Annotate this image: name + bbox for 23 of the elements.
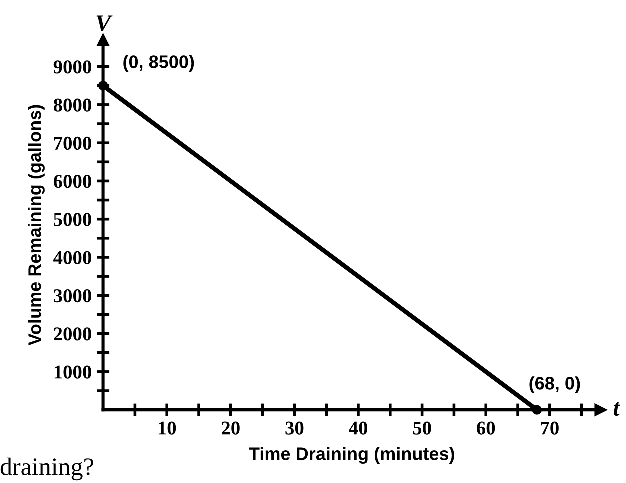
- text: t: [614, 402, 620, 416]
- y-tick-label: 6000: [54, 175, 92, 188]
- text: V: [96, 16, 113, 32]
- y-tick-label: 1000: [54, 366, 92, 379]
- y-tick-label: 4000: [54, 251, 92, 264]
- x-tick-label: 40: [349, 422, 368, 435]
- x-tick-label: 60: [477, 422, 496, 435]
- x-axis-title: Time Draining (minutes): [249, 447, 454, 464]
- x-tick-label: 10: [158, 422, 176, 435]
- annotation: (0, 8500): [124, 55, 194, 72]
- y-tick-label: 2000: [54, 328, 92, 341]
- x-tick-label: 20: [222, 422, 240, 435]
- x-tick-label: 70: [541, 422, 559, 435]
- x-tick-label: 30: [286, 422, 304, 435]
- y-tick-label: 9000: [54, 60, 92, 74]
- y-tick-label: 3000: [54, 289, 92, 303]
- y-tick-label: 8000: [54, 98, 92, 112]
- y-tick-label: 5000: [54, 213, 92, 226]
- y-tick-label: 7000: [54, 136, 92, 150]
- x-tick-label: 50: [413, 422, 432, 435]
- annotation: (68, 0): [530, 376, 580, 394]
- text: draining?: [0, 458, 94, 481]
- y-axis-title: Volume Remaining (gallons): [28, 105, 45, 346]
